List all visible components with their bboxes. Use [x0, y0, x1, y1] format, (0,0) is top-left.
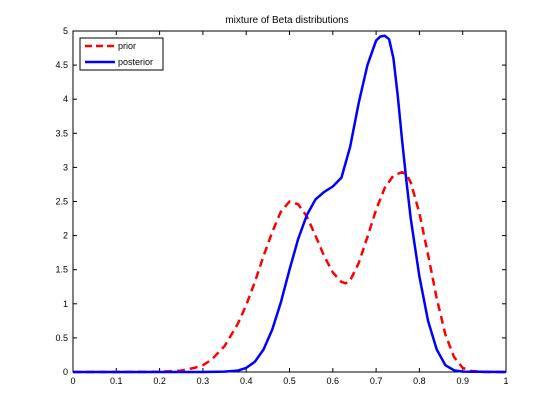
legend-box	[79, 37, 164, 71]
y-tick-label: 0	[63, 367, 68, 377]
legend-posterior-label: posterior	[118, 57, 153, 67]
legend-prior-label: prior	[118, 41, 136, 51]
y-tick-label: 4	[63, 94, 68, 104]
chart-title: mixture of Beta distributions	[225, 15, 348, 26]
y-tick-label: 2.5	[55, 197, 68, 207]
x-tick-label: 0.8	[413, 376, 426, 386]
y-tick-label: 4.5	[55, 60, 68, 70]
y-tick-label: 0.5	[55, 333, 68, 343]
x-tick-label: 0.3	[197, 376, 210, 386]
y-tick-label: 3.5	[55, 128, 68, 138]
plot-area: 0 0.1 0.2 0.3 0.4 0.5 0.6 0.7 0.8 0.9 1 0 0.5 1 1.5 2 2.…	[55, 26, 508, 386]
x-tick-label: 0.4	[240, 376, 253, 386]
x-tick-label: 0	[70, 376, 75, 386]
x-tick-label: 0.9	[456, 376, 469, 386]
x-tick-label: 0.1	[110, 376, 123, 386]
y-tick-label: 5	[63, 26, 68, 36]
x-tick-label: 1	[503, 376, 508, 386]
y-tick-label: 3	[63, 162, 68, 172]
x-tick-label: 0.7	[370, 376, 383, 386]
y-tick-label: 2	[63, 231, 68, 241]
series-line-posterior	[73, 34, 507, 374]
x-tick-label: 0.2	[153, 376, 166, 386]
legend: prior posterior	[79, 37, 164, 71]
series-line-prior	[73, 170, 506, 374]
y-tick-label: 1.5	[55, 265, 68, 275]
x-tick-label: 0.5	[283, 376, 296, 386]
y-tick-label: 1	[63, 299, 68, 309]
x-tick-label: 0.6	[327, 376, 340, 386]
